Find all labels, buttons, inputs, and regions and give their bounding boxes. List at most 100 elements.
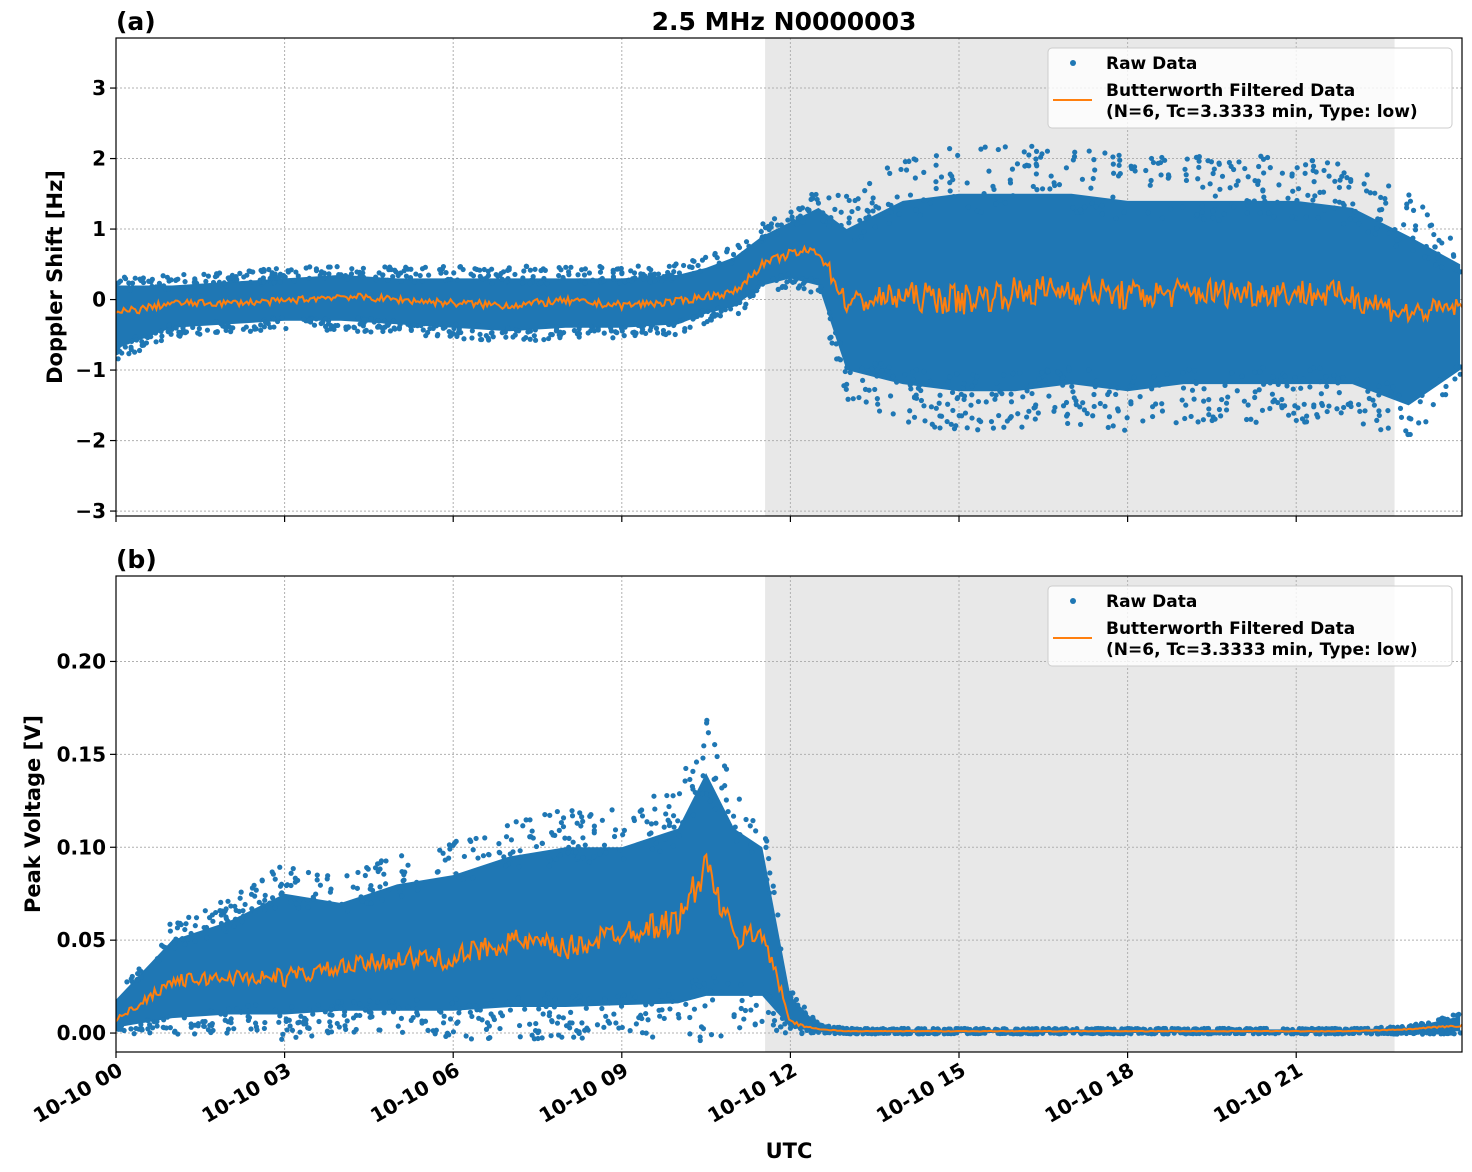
raw-data-point bbox=[1404, 201, 1410, 207]
raw-data-point bbox=[632, 275, 638, 281]
raw-data-point bbox=[357, 1012, 363, 1019]
raw-data-point bbox=[1368, 1031, 1374, 1037]
raw-data-point bbox=[1303, 214, 1309, 220]
raw-data-point bbox=[1290, 188, 1296, 194]
raw-data-point bbox=[1047, 186, 1053, 192]
raw-data-point bbox=[1122, 427, 1128, 433]
raw-data-point bbox=[670, 843, 677, 849]
raw-data-point bbox=[499, 276, 505, 282]
raw-data-point bbox=[177, 920, 183, 926]
raw-data-point bbox=[563, 264, 569, 270]
raw-data-point bbox=[127, 287, 133, 293]
raw-data-point bbox=[1221, 211, 1227, 217]
raw-data-point bbox=[162, 944, 169, 951]
raw-data-point bbox=[1153, 401, 1159, 407]
raw-data-point bbox=[1010, 370, 1016, 377]
raw-data-point bbox=[327, 1023, 334, 1029]
raw-data-point bbox=[687, 324, 693, 330]
raw-data-point bbox=[503, 334, 509, 340]
raw-data-point bbox=[449, 1000, 455, 1006]
raw-data-point bbox=[538, 267, 544, 274]
raw-data-point bbox=[317, 882, 323, 888]
raw-data-point bbox=[818, 284, 824, 290]
raw-data-point bbox=[548, 1033, 554, 1039]
raw-data-point bbox=[1159, 215, 1166, 221]
raw-data-point bbox=[487, 1000, 493, 1007]
raw-data-point bbox=[638, 271, 644, 277]
raw-data-point bbox=[261, 1025, 267, 1032]
raw-data-point bbox=[666, 321, 672, 328]
raw-data-point bbox=[451, 270, 457, 276]
panel-b: 10-10 00 10-10 03 10-10 06 10-10 09 10-10 12… bbox=[21, 545, 1463, 1163]
raw-data-point bbox=[1051, 408, 1057, 414]
raw-data-point bbox=[568, 264, 574, 270]
raw-data-point bbox=[763, 844, 769, 850]
raw-data-point bbox=[865, 367, 871, 374]
raw-data-point bbox=[267, 900, 273, 906]
raw-data-point bbox=[691, 993, 697, 999]
raw-data-point bbox=[1443, 392, 1449, 398]
raw-data-point bbox=[1070, 157, 1076, 163]
raw-data-point bbox=[368, 316, 374, 322]
raw-data-point bbox=[415, 887, 421, 893]
raw-data-point bbox=[1168, 206, 1174, 212]
raw-data-point bbox=[490, 993, 496, 999]
raw-data-point bbox=[228, 1020, 234, 1026]
raw-data-point bbox=[484, 1020, 491, 1026]
raw-data-point bbox=[618, 325, 625, 331]
raw-data-point bbox=[1034, 187, 1040, 193]
raw-data-point bbox=[1039, 186, 1046, 192]
raw-data-point bbox=[951, 194, 957, 200]
raw-data-point bbox=[396, 888, 403, 895]
raw-data-point bbox=[217, 908, 223, 914]
raw-data-point bbox=[863, 399, 869, 405]
raw-data-point bbox=[527, 336, 533, 342]
raw-data-point bbox=[792, 1023, 798, 1030]
raw-data-point bbox=[956, 413, 962, 419]
raw-data-point bbox=[245, 1003, 251, 1009]
raw-data-point bbox=[948, 421, 954, 427]
raw-data-point bbox=[547, 812, 553, 818]
raw-data-point bbox=[232, 916, 239, 922]
raw-data-point bbox=[456, 1010, 462, 1016]
raw-data-point bbox=[826, 310, 833, 316]
raw-data-point bbox=[922, 418, 928, 424]
raw-data-point bbox=[213, 319, 219, 325]
raw-data-point bbox=[248, 279, 254, 285]
raw-data-point bbox=[159, 333, 165, 339]
raw-data-point bbox=[711, 776, 717, 782]
raw-data-point bbox=[1089, 200, 1095, 206]
raw-data-point bbox=[748, 1007, 754, 1013]
raw-data-point bbox=[510, 849, 516, 855]
raw-data-point bbox=[327, 889, 333, 895]
raw-data-point bbox=[915, 385, 921, 391]
raw-data-point bbox=[992, 396, 998, 402]
raw-data-point bbox=[691, 314, 697, 320]
raw-data-point bbox=[1207, 181, 1213, 187]
raw-data-point bbox=[737, 832, 743, 838]
raw-data-point bbox=[708, 1032, 715, 1038]
raw-data-point bbox=[129, 280, 136, 286]
raw-data-point bbox=[138, 1021, 144, 1028]
raw-data-point bbox=[284, 882, 291, 888]
raw-data-point bbox=[469, 328, 475, 334]
raw-data-point bbox=[300, 316, 307, 322]
raw-data-point bbox=[1201, 386, 1207, 392]
raw-data-point bbox=[884, 165, 890, 171]
raw-data-point bbox=[609, 807, 615, 813]
raw-data-point bbox=[661, 824, 667, 830]
raw-data-point bbox=[1433, 262, 1439, 268]
raw-data-point bbox=[147, 1030, 153, 1036]
raw-data-point bbox=[611, 833, 618, 840]
raw-data-point bbox=[272, 1007, 278, 1013]
x-tick-label: 10-10 21 bbox=[1209, 1058, 1307, 1128]
raw-data-point bbox=[742, 1007, 749, 1014]
raw-data-point bbox=[618, 265, 624, 272]
raw-data-point bbox=[454, 277, 461, 283]
raw-data-point bbox=[633, 321, 639, 327]
raw-data-point bbox=[646, 265, 652, 272]
raw-data-point bbox=[1110, 194, 1116, 200]
raw-data-point bbox=[160, 1024, 166, 1030]
raw-data-point bbox=[1090, 175, 1096, 182]
raw-data-point bbox=[373, 274, 379, 280]
